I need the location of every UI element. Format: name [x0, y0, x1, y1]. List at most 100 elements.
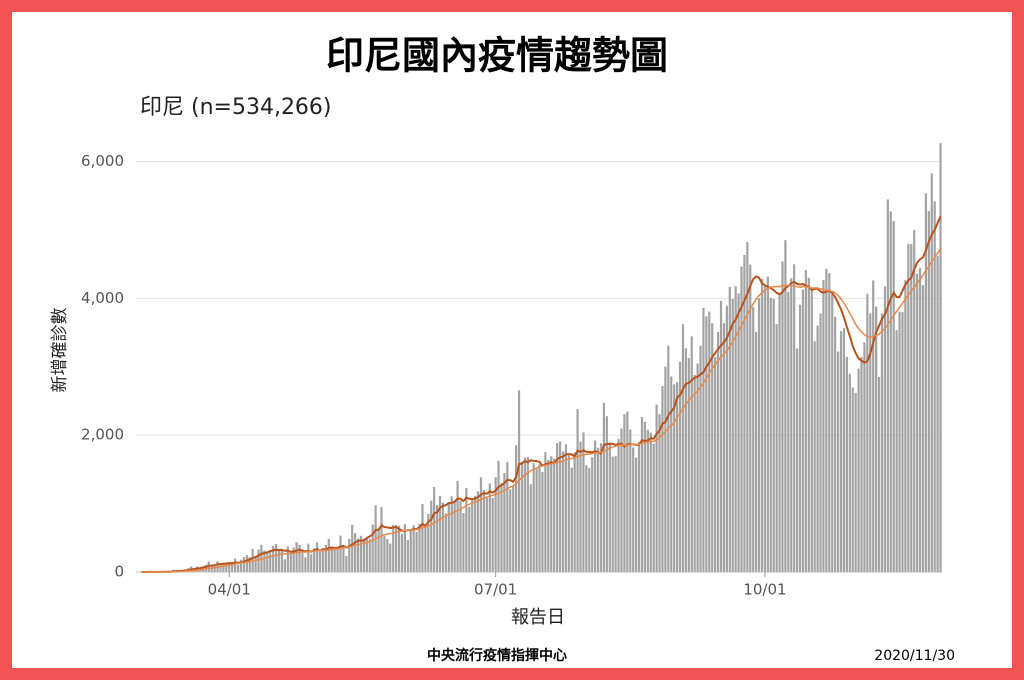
bar	[667, 345, 670, 572]
bar	[755, 331, 758, 572]
bar	[913, 230, 916, 572]
bar	[333, 548, 336, 572]
bar	[594, 440, 597, 572]
bar	[564, 444, 567, 572]
bar	[295, 542, 298, 572]
bar	[392, 525, 395, 572]
bar	[362, 538, 366, 572]
bar	[351, 524, 354, 572]
bar	[637, 441, 641, 572]
bar	[763, 286, 767, 572]
bar	[236, 564, 240, 572]
bar	[599, 443, 603, 572]
bar	[456, 480, 459, 572]
bar	[365, 538, 368, 572]
bar	[699, 345, 702, 572]
bar	[687, 357, 690, 572]
bar	[813, 341, 816, 572]
bar	[930, 173, 933, 572]
bar	[324, 544, 327, 572]
y-tick-label: 6,000	[81, 152, 124, 170]
bar	[892, 220, 895, 572]
bar	[898, 311, 901, 572]
date: 2020/11/30	[874, 648, 955, 664]
bar	[231, 564, 234, 572]
bar	[746, 242, 749, 573]
bar	[222, 563, 225, 572]
bar	[904, 280, 907, 572]
bar	[924, 193, 928, 572]
bar	[620, 428, 623, 572]
bar	[798, 304, 802, 572]
bar	[696, 363, 699, 572]
bar	[488, 483, 491, 572]
bar	[722, 323, 726, 572]
bar	[781, 261, 784, 572]
bar	[359, 535, 363, 572]
bar	[406, 540, 409, 572]
x-axis-label: 報告日	[511, 607, 565, 628]
bar	[939, 143, 942, 572]
bar	[854, 392, 857, 572]
bar	[711, 323, 714, 572]
bar	[444, 513, 447, 572]
bar	[591, 457, 594, 572]
bar	[678, 361, 682, 572]
bar	[242, 557, 246, 572]
bar	[277, 549, 281, 572]
bar	[863, 342, 866, 572]
bar	[219, 564, 222, 572]
bar	[632, 447, 635, 572]
bar	[646, 429, 649, 572]
bar	[834, 316, 837, 572]
bar	[409, 530, 412, 572]
bar	[793, 264, 796, 572]
bar	[708, 311, 711, 572]
bar	[450, 496, 453, 572]
bar	[254, 557, 257, 572]
bar	[286, 546, 289, 572]
bar	[339, 535, 342, 572]
bar	[532, 463, 535, 572]
bar	[872, 280, 875, 572]
bar	[725, 305, 728, 572]
bar	[772, 298, 775, 572]
bar	[705, 316, 708, 572]
bar	[760, 278, 764, 572]
bar	[921, 285, 925, 572]
bar	[649, 432, 652, 572]
bar	[318, 552, 322, 572]
bar	[842, 328, 846, 572]
bar	[421, 504, 424, 572]
bar	[579, 441, 582, 572]
bar	[740, 266, 743, 572]
bar	[769, 297, 772, 572]
bar	[693, 374, 696, 572]
bar	[658, 414, 661, 572]
bar	[916, 273, 919, 572]
bar	[234, 558, 237, 572]
bar	[684, 348, 687, 572]
bar	[520, 461, 524, 572]
bar	[500, 482, 503, 572]
bar	[857, 368, 860, 572]
bar	[796, 348, 799, 572]
bar	[875, 306, 878, 572]
bar	[582, 432, 585, 572]
bar	[787, 291, 790, 572]
bar	[342, 545, 345, 572]
x-tick-label: 04/01	[208, 581, 251, 599]
bar	[512, 485, 515, 572]
bar	[474, 495, 477, 572]
bar	[535, 467, 538, 572]
bar	[608, 442, 611, 572]
bar	[889, 211, 892, 572]
bar	[614, 456, 617, 572]
bar	[752, 306, 755, 572]
chart-title: 印尼國內疫情趨勢圖	[326, 34, 668, 78]
bar	[515, 445, 518, 572]
bar	[681, 324, 685, 572]
bar	[611, 456, 614, 572]
bar	[415, 531, 418, 572]
